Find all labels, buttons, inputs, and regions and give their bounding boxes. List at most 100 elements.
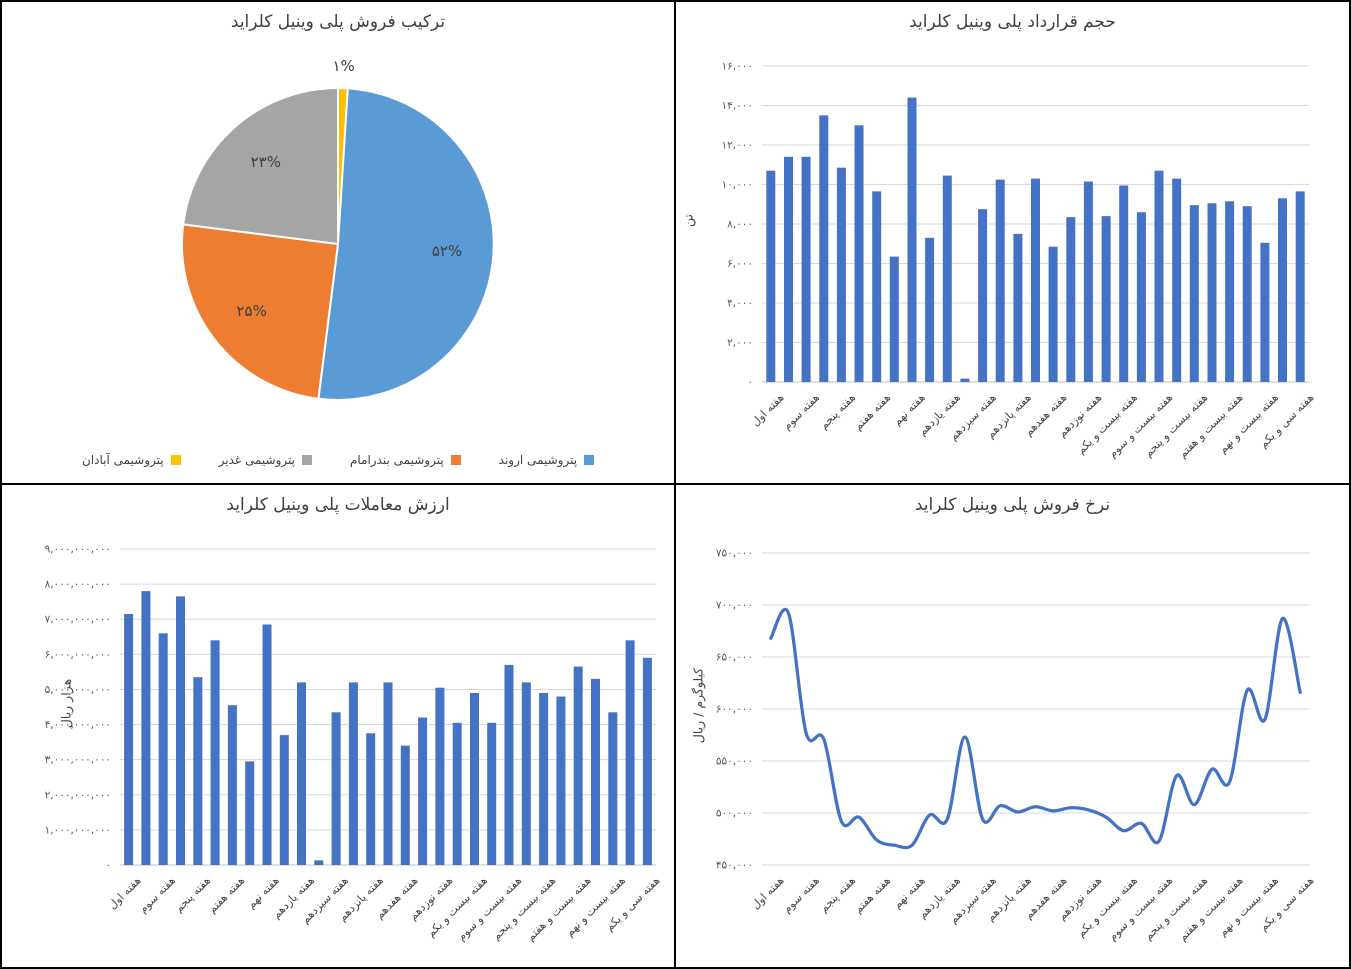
bar <box>176 596 185 865</box>
bar <box>297 682 306 865</box>
bar <box>1048 246 1058 382</box>
legend-label: پتروشیمی بندرامام <box>349 453 444 467</box>
y-tick-label: ۲,۰۰۰,۰۰۰,۰۰۰ <box>45 789 111 801</box>
bar <box>1136 212 1146 382</box>
bar <box>487 722 497 865</box>
bar <box>141 591 151 865</box>
chart-svg: ۰ ۲,۰۰۰ ۴,۰۰۰ ۶,۰۰۰ ۸,۰۰۰ ۱۰,۰۰۰ ۱۲,۰۰۰ ۱۴,۰۰۰ ۱… <box>721 61 1309 389</box>
legend-swatch-yellow <box>170 455 181 465</box>
bar <box>1172 178 1182 382</box>
pie-chart-title: ترکیب فروش پلی وینیل کلراید <box>230 12 446 32</box>
y-tick-label: ۱,۰۰۰,۰۰۰,۰۰۰ <box>45 824 111 836</box>
bar <box>521 682 531 865</box>
bar <box>1031 178 1040 382</box>
y-tick-label: ۷۵۰,۰۰۰ <box>716 548 753 560</box>
bar <box>331 712 341 865</box>
y-tick-label: ۱۶,۰۰۰ <box>721 61 753 73</box>
bar <box>470 693 479 865</box>
bar <box>889 256 899 382</box>
y-tick-label: ۵۰۰,۰۰۰ <box>716 808 753 820</box>
bar <box>279 735 289 865</box>
bar <box>1119 185 1129 382</box>
bar <box>801 156 811 382</box>
panel-contract-volume: حجم قرارداد پلی وینیل کلراید تن ۰ ۲,۰۰۰ ۴,… <box>676 2 1349 483</box>
y-tick-label: ۶,۰۰۰,۰۰۰,۰۰۰ <box>45 649 111 661</box>
pie-legend: پتروشیمی اروند پتروشیمی بندرامام پتروشیم… <box>2 453 674 467</box>
bar <box>1207 203 1217 382</box>
bar <box>158 633 168 865</box>
y-tick-label: ۶۰۰,۰۰۰ <box>716 704 753 716</box>
y-tick-label: ۱۴,۰۰۰ <box>721 100 753 112</box>
rate-chart-title: نرخ فروش پلی وینیل کلراید <box>914 495 1111 515</box>
legend-item-ghadir: پتروشیمی غدیر <box>219 453 312 467</box>
line-series <box>769 608 1302 850</box>
bar <box>193 677 203 865</box>
bar <box>573 666 583 865</box>
legend-swatch-orange <box>450 455 461 465</box>
pie-data-label: ۲۳% <box>251 153 281 171</box>
pie-slice <box>317 87 495 401</box>
y-tick-label: ۸,۰۰۰ <box>727 219 753 231</box>
bar <box>766 170 776 382</box>
bar <box>1101 216 1111 382</box>
bar <box>925 237 935 382</box>
bar <box>819 115 829 383</box>
y-tick-label: ۱۲,۰۰۰ <box>721 140 753 152</box>
bar <box>418 717 428 865</box>
legend-label: پتروشیمی آبادان <box>81 453 164 467</box>
bar <box>210 640 220 865</box>
y-tick-label: ۶,۰۰۰ <box>727 258 753 270</box>
legend-item-abadan: پتروشیمی آبادان <box>82 453 181 467</box>
bar <box>591 678 600 865</box>
legend-item-arvand: پتروشیمی اروند <box>499 453 595 467</box>
y-tick-label: ۸,۰۰۰,۰۰۰,۰۰۰ <box>45 579 111 591</box>
volume-chart-title: حجم قرارداد پلی وینیل کلراید <box>909 12 1116 32</box>
bar <box>1189 205 1199 382</box>
bar <box>124 614 134 865</box>
bar <box>907 97 917 382</box>
bar <box>854 125 864 383</box>
bar <box>262 624 272 865</box>
y-tick-label: ۶۵۰,۰۰۰ <box>716 652 753 664</box>
chart-svg: ۵۲% ۲۵% ۲۳% ۱% <box>180 57 495 401</box>
y-tick-label: ۷۰۰,۰۰۰ <box>716 600 753 612</box>
bar <box>383 682 393 865</box>
bar <box>452 722 462 865</box>
bar <box>539 693 549 865</box>
bar <box>1013 233 1023 382</box>
y-tick-label: ۵۵۰,۰۰۰ <box>716 756 753 768</box>
y-tick-label: ۲,۰۰۰ <box>727 337 753 349</box>
pie-slice <box>182 87 339 245</box>
legend-swatch-gray <box>301 455 312 465</box>
panel-trade-value: ارزش معاملات پلی وینیل کلراید هزار ریال … <box>2 485 674 967</box>
bar <box>1066 217 1076 382</box>
bar <box>625 640 635 865</box>
bar <box>400 745 410 865</box>
bar <box>784 156 793 382</box>
bar <box>1083 181 1093 382</box>
pie-data-label: ۲۵% <box>237 302 267 320</box>
bar <box>1225 201 1235 382</box>
bar <box>245 761 255 865</box>
y-tick-label: ۰ <box>747 377 753 389</box>
legend-item-bandar-imam: پتروشیمی بندرامام <box>350 453 461 467</box>
bar <box>1242 206 1252 382</box>
pie-slice <box>180 223 339 400</box>
chart-svg: ۰ ۱,۰۰۰,۰۰۰,۰۰۰ ۲,۰۰۰,۰۰۰,۰۰۰ ۳,۰۰۰,۰۰۰,۰۰۰… <box>45 544 656 872</box>
y-tick-label: ۱۰,۰۰۰ <box>721 179 753 191</box>
bar <box>978 209 988 382</box>
y-tick-label: ۳,۰۰۰,۰۰۰,۰۰۰ <box>45 754 111 766</box>
y-tick-label: ۹,۰۰۰,۰۰۰,۰۰۰ <box>45 544 111 556</box>
bar <box>872 191 882 382</box>
y-tick-label: ۵,۰۰۰,۰۰۰,۰۰۰ <box>45 684 111 696</box>
bar <box>1154 170 1164 382</box>
y-tick-label: ۴,۰۰۰ <box>727 298 753 310</box>
y-tick-label: ۷,۰۰۰,۰۰۰,۰۰۰ <box>45 614 111 626</box>
bar <box>995 179 1005 382</box>
bar <box>836 167 846 382</box>
pie-data-label: ۵۲% <box>432 242 462 260</box>
panel-sales-mix: ترکیب فروش پلی وینیل کلراید پتروشیمی ارو… <box>2 2 674 483</box>
y-tick-label: ۰ <box>105 860 111 872</box>
pie-data-label: ۱% <box>332 57 354 75</box>
bar <box>504 664 514 865</box>
